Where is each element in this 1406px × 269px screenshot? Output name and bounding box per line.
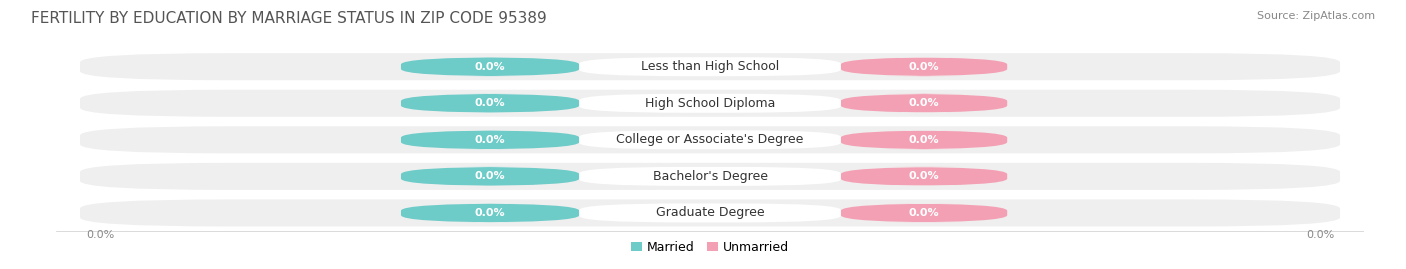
Text: 0.0%: 0.0% (475, 208, 505, 218)
FancyBboxPatch shape (401, 203, 579, 222)
FancyBboxPatch shape (841, 167, 1007, 186)
FancyBboxPatch shape (579, 57, 841, 76)
Text: College or Associate's Degree: College or Associate's Degree (616, 133, 804, 146)
FancyBboxPatch shape (80, 53, 1340, 80)
Text: Graduate Degree: Graduate Degree (655, 206, 765, 220)
Text: 0.0%: 0.0% (475, 62, 505, 72)
Text: 0.0%: 0.0% (908, 135, 939, 145)
Text: Bachelor's Degree: Bachelor's Degree (652, 170, 768, 183)
FancyBboxPatch shape (841, 57, 1007, 76)
Text: 0.0%: 0.0% (86, 230, 114, 240)
FancyBboxPatch shape (80, 90, 1340, 117)
FancyBboxPatch shape (80, 126, 1340, 153)
Text: 0.0%: 0.0% (475, 171, 505, 181)
FancyBboxPatch shape (80, 199, 1340, 226)
FancyBboxPatch shape (841, 94, 1007, 113)
FancyBboxPatch shape (401, 57, 579, 76)
Text: 0.0%: 0.0% (475, 135, 505, 145)
Text: Source: ZipAtlas.com: Source: ZipAtlas.com (1257, 11, 1375, 21)
FancyBboxPatch shape (579, 130, 841, 149)
FancyBboxPatch shape (401, 130, 579, 149)
Text: 0.0%: 0.0% (908, 98, 939, 108)
Text: FERTILITY BY EDUCATION BY MARRIAGE STATUS IN ZIP CODE 95389: FERTILITY BY EDUCATION BY MARRIAGE STATU… (31, 11, 547, 26)
Legend: Married, Unmarried: Married, Unmarried (626, 236, 794, 259)
FancyBboxPatch shape (579, 203, 841, 222)
FancyBboxPatch shape (841, 130, 1007, 149)
FancyBboxPatch shape (80, 163, 1340, 190)
FancyBboxPatch shape (579, 94, 841, 113)
Text: Less than High School: Less than High School (641, 60, 779, 73)
Text: 0.0%: 0.0% (908, 208, 939, 218)
FancyBboxPatch shape (841, 203, 1007, 222)
FancyBboxPatch shape (579, 167, 841, 186)
Text: 0.0%: 0.0% (1306, 230, 1334, 240)
Text: 0.0%: 0.0% (475, 98, 505, 108)
Text: High School Diploma: High School Diploma (645, 97, 775, 110)
Text: 0.0%: 0.0% (908, 62, 939, 72)
Text: 0.0%: 0.0% (908, 171, 939, 181)
FancyBboxPatch shape (401, 94, 579, 113)
FancyBboxPatch shape (401, 167, 579, 186)
